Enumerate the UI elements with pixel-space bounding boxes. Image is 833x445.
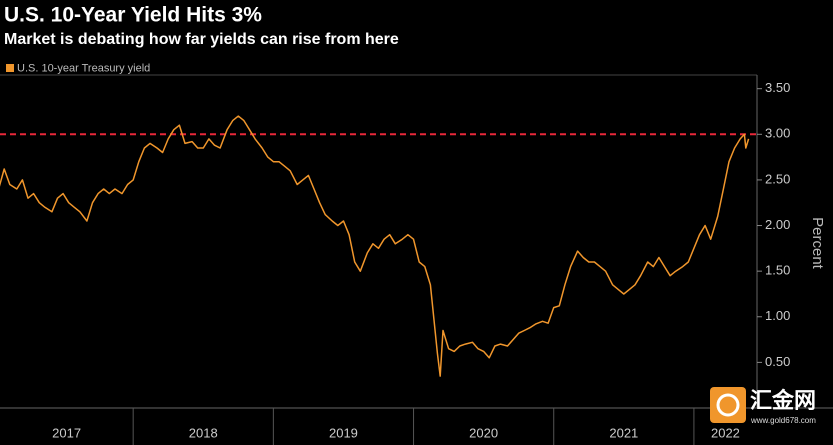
y-tick-label: 3.00	[765, 126, 790, 141]
legend-label: U.S. 10-year Treasury yield	[17, 62, 150, 74]
y-tick-label: 2.00	[765, 217, 790, 232]
legend-swatch	[6, 64, 14, 72]
watermark-name: 汇金网	[750, 388, 816, 413]
x-tick-label: 2019	[329, 425, 358, 440]
chart-title: U.S. 10-Year Yield Hits 3%	[4, 4, 262, 27]
x-tick-label: 2018	[189, 425, 218, 440]
watermark-icon	[716, 393, 740, 417]
chart-subtitle: Market is debating how far yields can ri…	[4, 31, 399, 48]
line-series	[0, 115, 750, 377]
x-tick-label: 2017	[52, 425, 81, 440]
watermark-logo	[710, 387, 746, 423]
y-axis-label: Percent	[809, 217, 826, 270]
x-tick-label: 2020	[469, 425, 498, 440]
y-tick-label: 0.50	[765, 354, 790, 369]
y-tick-label: 1.00	[765, 308, 790, 323]
watermark-url: www.gold678.com	[750, 416, 816, 425]
y-tick-label: 2.50	[765, 171, 790, 186]
y-tick-label: 1.50	[765, 263, 790, 278]
y-tick-label: 3.50	[765, 80, 790, 95]
watermark: 汇金网 www.gold678.com	[710, 387, 816, 425]
x-tick-label: 2022	[711, 425, 740, 440]
x-tick-label: 2021	[609, 425, 638, 440]
